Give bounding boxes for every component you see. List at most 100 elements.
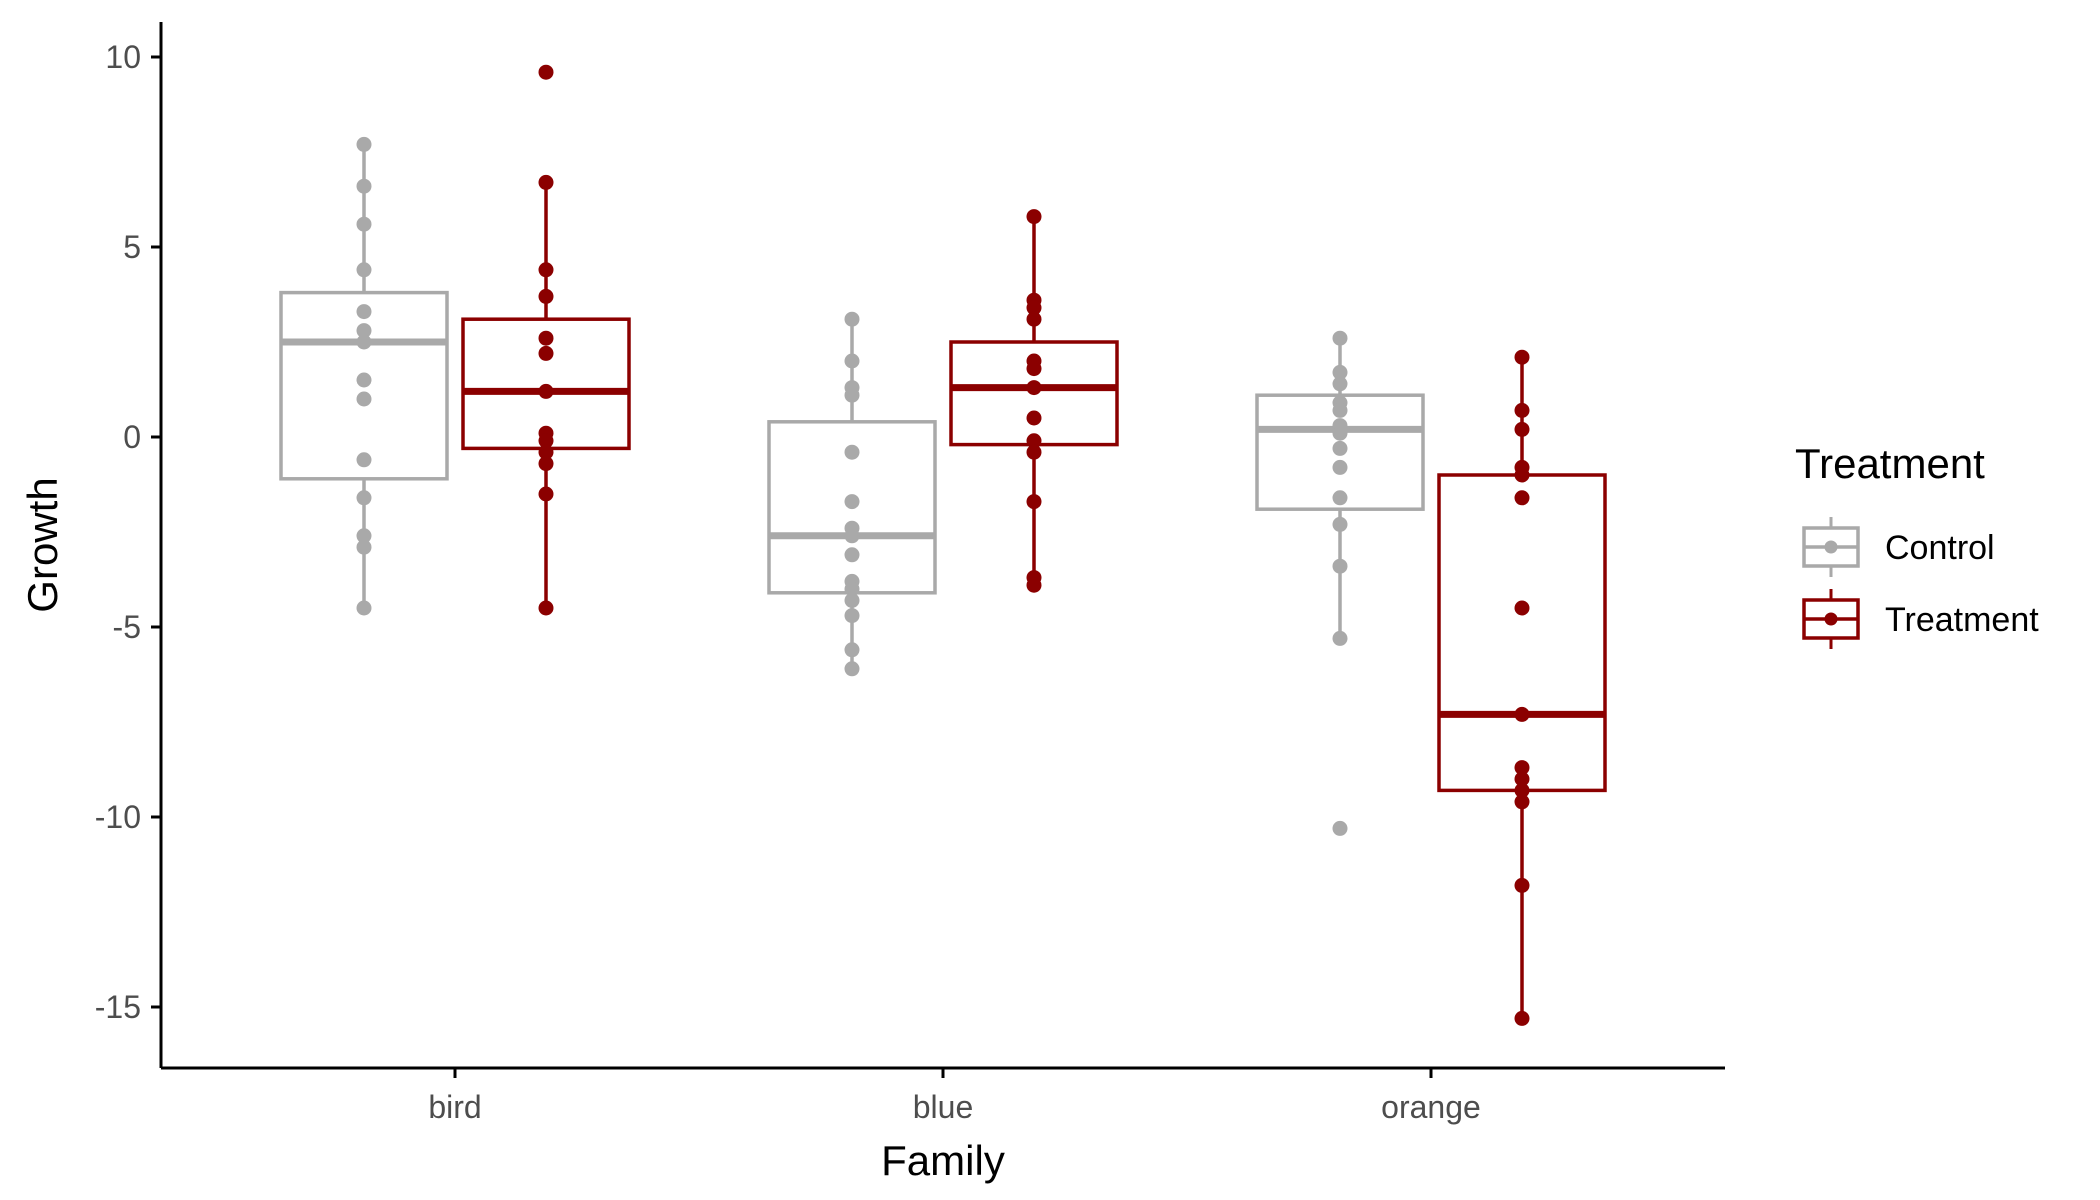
data-point bbox=[1332, 490, 1348, 506]
box-iqr bbox=[279, 290, 449, 481]
data-point bbox=[1026, 311, 1042, 327]
data-point bbox=[1514, 1010, 1530, 1026]
data-point bbox=[538, 456, 554, 472]
data-point bbox=[356, 262, 372, 278]
legend-key-point bbox=[1824, 540, 1838, 554]
data-point bbox=[844, 608, 860, 624]
data-point bbox=[538, 444, 554, 460]
data-point bbox=[1026, 410, 1042, 426]
legend-entry-control: Control bbox=[1802, 517, 1995, 577]
data-point bbox=[538, 600, 554, 616]
data-point bbox=[1514, 402, 1530, 418]
data-point bbox=[844, 547, 860, 563]
data-point bbox=[1332, 402, 1348, 418]
data-point bbox=[356, 323, 372, 339]
data-point bbox=[538, 486, 554, 502]
data-point bbox=[1514, 782, 1530, 798]
data-point bbox=[1026, 577, 1042, 593]
data-point bbox=[1026, 380, 1042, 396]
data-point bbox=[844, 444, 860, 460]
legend-entry-treatment: Treatment bbox=[1802, 589, 2039, 649]
legend-key-point bbox=[1824, 612, 1838, 626]
x-axis-title: Family bbox=[881, 1137, 1005, 1184]
data-point bbox=[844, 581, 860, 597]
data-point bbox=[356, 334, 372, 350]
y-tick-label: -10 bbox=[95, 799, 141, 835]
data-point bbox=[1332, 376, 1348, 392]
data-point bbox=[1332, 364, 1348, 380]
data-point bbox=[538, 288, 554, 304]
y-tick-label: -5 bbox=[113, 609, 141, 645]
data-point bbox=[538, 433, 554, 449]
data-point bbox=[356, 136, 372, 152]
data-point bbox=[844, 353, 860, 369]
data-point bbox=[844, 494, 860, 510]
x-tick-label: bird bbox=[428, 1089, 481, 1125]
legend-title: Treatment bbox=[1795, 440, 1985, 487]
legend-entries: Control Treatment bbox=[1802, 517, 2039, 649]
data-point bbox=[1332, 516, 1348, 532]
data-point bbox=[1332, 558, 1348, 574]
data-point bbox=[356, 391, 372, 407]
data-point bbox=[356, 304, 372, 320]
data-point bbox=[1026, 433, 1042, 449]
data-point bbox=[1026, 494, 1042, 510]
data-point bbox=[844, 592, 860, 608]
outlier-point bbox=[1332, 820, 1348, 836]
x-tick-label: orange bbox=[1381, 1089, 1481, 1125]
box-group-control-bird bbox=[279, 136, 449, 616]
box-group-treatment-bird bbox=[461, 64, 631, 616]
data-point bbox=[844, 642, 860, 658]
data-point bbox=[1514, 467, 1530, 483]
box-group-treatment-blue bbox=[949, 209, 1119, 593]
data-point bbox=[356, 528, 372, 544]
data-point bbox=[1514, 600, 1530, 616]
x-tick-label: blue bbox=[913, 1089, 974, 1125]
data-point bbox=[1026, 209, 1042, 225]
data-point bbox=[844, 661, 860, 677]
data-point bbox=[1332, 630, 1348, 646]
data-point bbox=[1514, 421, 1530, 437]
data-point bbox=[1026, 300, 1042, 316]
data-point bbox=[1332, 440, 1348, 456]
y-axis-title: Growth bbox=[19, 477, 66, 612]
data-point bbox=[1332, 330, 1348, 346]
x-axis-ticks: bird blue orange bbox=[428, 1068, 1481, 1125]
legend: Treatment Control Treatment bbox=[1795, 440, 2039, 649]
data-point bbox=[538, 383, 554, 399]
box-group-treatment-orange bbox=[1437, 349, 1607, 1026]
box-iqr bbox=[1255, 393, 1425, 511]
data-point bbox=[1514, 877, 1530, 893]
data-point bbox=[538, 345, 554, 361]
y-tick-label: 0 bbox=[123, 419, 141, 455]
data-point bbox=[538, 330, 554, 346]
data-point bbox=[1514, 760, 1530, 776]
data-point bbox=[356, 178, 372, 194]
data-point bbox=[1332, 425, 1348, 441]
data-point bbox=[1514, 706, 1530, 722]
box-iqr bbox=[1437, 473, 1607, 793]
data-point bbox=[844, 528, 860, 544]
data-point bbox=[538, 174, 554, 190]
data-point bbox=[1514, 349, 1530, 365]
data-point bbox=[356, 452, 372, 468]
y-tick-label: -15 bbox=[95, 989, 141, 1025]
data-point bbox=[1332, 459, 1348, 475]
data-point bbox=[1514, 794, 1530, 810]
y-tick-label: 10 bbox=[105, 39, 141, 75]
plot-marks bbox=[279, 64, 1607, 1026]
data-point bbox=[356, 539, 372, 555]
data-point bbox=[844, 311, 860, 327]
data-point bbox=[1514, 490, 1530, 506]
data-point bbox=[1514, 771, 1530, 787]
data-point bbox=[356, 600, 372, 616]
y-tick-label: 5 bbox=[123, 229, 141, 265]
box-group-control-blue bbox=[767, 311, 937, 677]
data-point bbox=[356, 372, 372, 388]
legend-label: Control bbox=[1885, 529, 1995, 567]
legend-label: Treatment bbox=[1885, 601, 2039, 639]
box-group-control-orange bbox=[1255, 330, 1425, 836]
y-axis-ticks: 10 5 0 -5 -10 -15 bbox=[95, 39, 161, 1025]
data-point bbox=[356, 490, 372, 506]
